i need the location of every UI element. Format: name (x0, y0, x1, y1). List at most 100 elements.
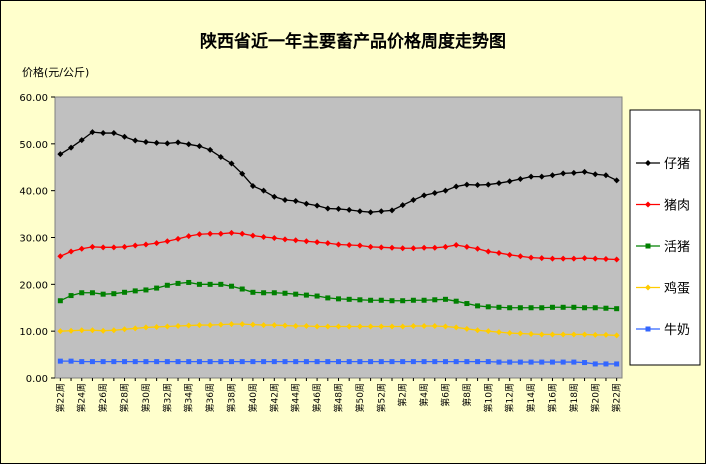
data-point (271, 234, 278, 241)
data-point (207, 146, 214, 153)
data-point (613, 177, 620, 184)
data-point (185, 233, 192, 240)
x-tick-label: 第36周 (204, 383, 216, 412)
data-point (581, 331, 588, 338)
data-point (303, 238, 310, 245)
x-tick-label: 第16周 (546, 383, 558, 412)
data-point (399, 202, 406, 209)
data-point (271, 359, 277, 365)
data-point (560, 359, 566, 365)
data-point (122, 359, 128, 365)
data-point (164, 323, 171, 330)
data-point (314, 359, 320, 365)
legend-marker (645, 243, 651, 249)
data-point (614, 361, 620, 367)
data-point (324, 205, 331, 212)
x-tick-label: 第12周 (504, 383, 516, 412)
y-tick-label: 10.00 (19, 327, 48, 338)
y-tick-label: 30.00 (19, 234, 48, 245)
data-point (592, 171, 599, 178)
x-tick-label: 第28周 (119, 383, 131, 412)
data-point (79, 290, 85, 296)
data-point (217, 321, 224, 328)
x-tick-label: 第18周 (568, 383, 580, 412)
data-point (239, 321, 246, 328)
data-point (325, 295, 331, 301)
data-point (335, 323, 342, 330)
data-point (464, 359, 470, 365)
data-point (68, 358, 74, 364)
data-point (582, 360, 588, 366)
legend-label: 鸡蛋 (664, 281, 690, 297)
data-point (57, 151, 64, 158)
data-point (154, 359, 160, 365)
data-point (538, 173, 545, 180)
x-tick-label: 第46周 (311, 383, 323, 412)
data-point (207, 359, 213, 365)
data-point (400, 359, 406, 365)
data-point (100, 291, 106, 297)
data-point (335, 205, 342, 212)
data-point (485, 304, 491, 310)
data-point (228, 160, 235, 167)
data-point (485, 359, 491, 365)
data-point (292, 197, 299, 204)
data-point (410, 245, 417, 252)
data-point (314, 202, 321, 209)
x-tick-label: 第38周 (226, 383, 238, 412)
data-point (432, 359, 438, 365)
data-point (442, 296, 448, 302)
data-point (517, 359, 523, 365)
legend-label: 仔猪 (664, 157, 690, 172)
data-point (207, 281, 213, 287)
data-point (388, 323, 395, 330)
data-point (250, 359, 256, 365)
y-tick-label: 40.00 (19, 187, 48, 198)
data-point (378, 359, 384, 365)
x-tick-label: 第32周 (161, 383, 173, 412)
x-tick-label: 第22周 (611, 383, 623, 412)
data-point (260, 322, 267, 329)
x-tick-label: 第52周 (375, 383, 387, 412)
data-point (549, 331, 556, 338)
x-tick-label: 第24周 (76, 383, 88, 412)
data-point (410, 359, 416, 365)
data-point (614, 306, 620, 312)
data-point (613, 332, 620, 339)
data-point (474, 245, 481, 252)
y-tick-label: 20.00 (19, 280, 48, 291)
data-point (592, 331, 599, 338)
data-point (357, 359, 363, 365)
data-point (79, 359, 85, 365)
x-tick-label: 第30周 (140, 383, 152, 412)
data-point (250, 289, 256, 295)
data-point (153, 323, 160, 330)
data-point (431, 244, 438, 251)
data-point (485, 181, 492, 188)
data-point (249, 182, 256, 189)
data-point (132, 242, 139, 249)
data-point (293, 359, 299, 365)
data-point (389, 359, 395, 365)
data-point (271, 290, 277, 296)
data-point (142, 324, 149, 331)
data-point (293, 291, 299, 297)
data-point (335, 241, 342, 248)
data-point (474, 327, 481, 334)
data-point (282, 197, 289, 204)
data-point (282, 236, 289, 243)
data-point (603, 361, 609, 367)
data-point (517, 305, 523, 311)
data-point (110, 327, 117, 334)
data-point (346, 241, 353, 248)
data-point (314, 323, 321, 330)
data-point (153, 240, 160, 247)
data-point (388, 207, 395, 214)
data-point (68, 293, 74, 299)
data-point (431, 190, 438, 197)
data-point (442, 187, 449, 194)
data-point (143, 287, 149, 293)
data-point (506, 330, 513, 337)
x-tick-label: 第4周 (418, 383, 430, 407)
